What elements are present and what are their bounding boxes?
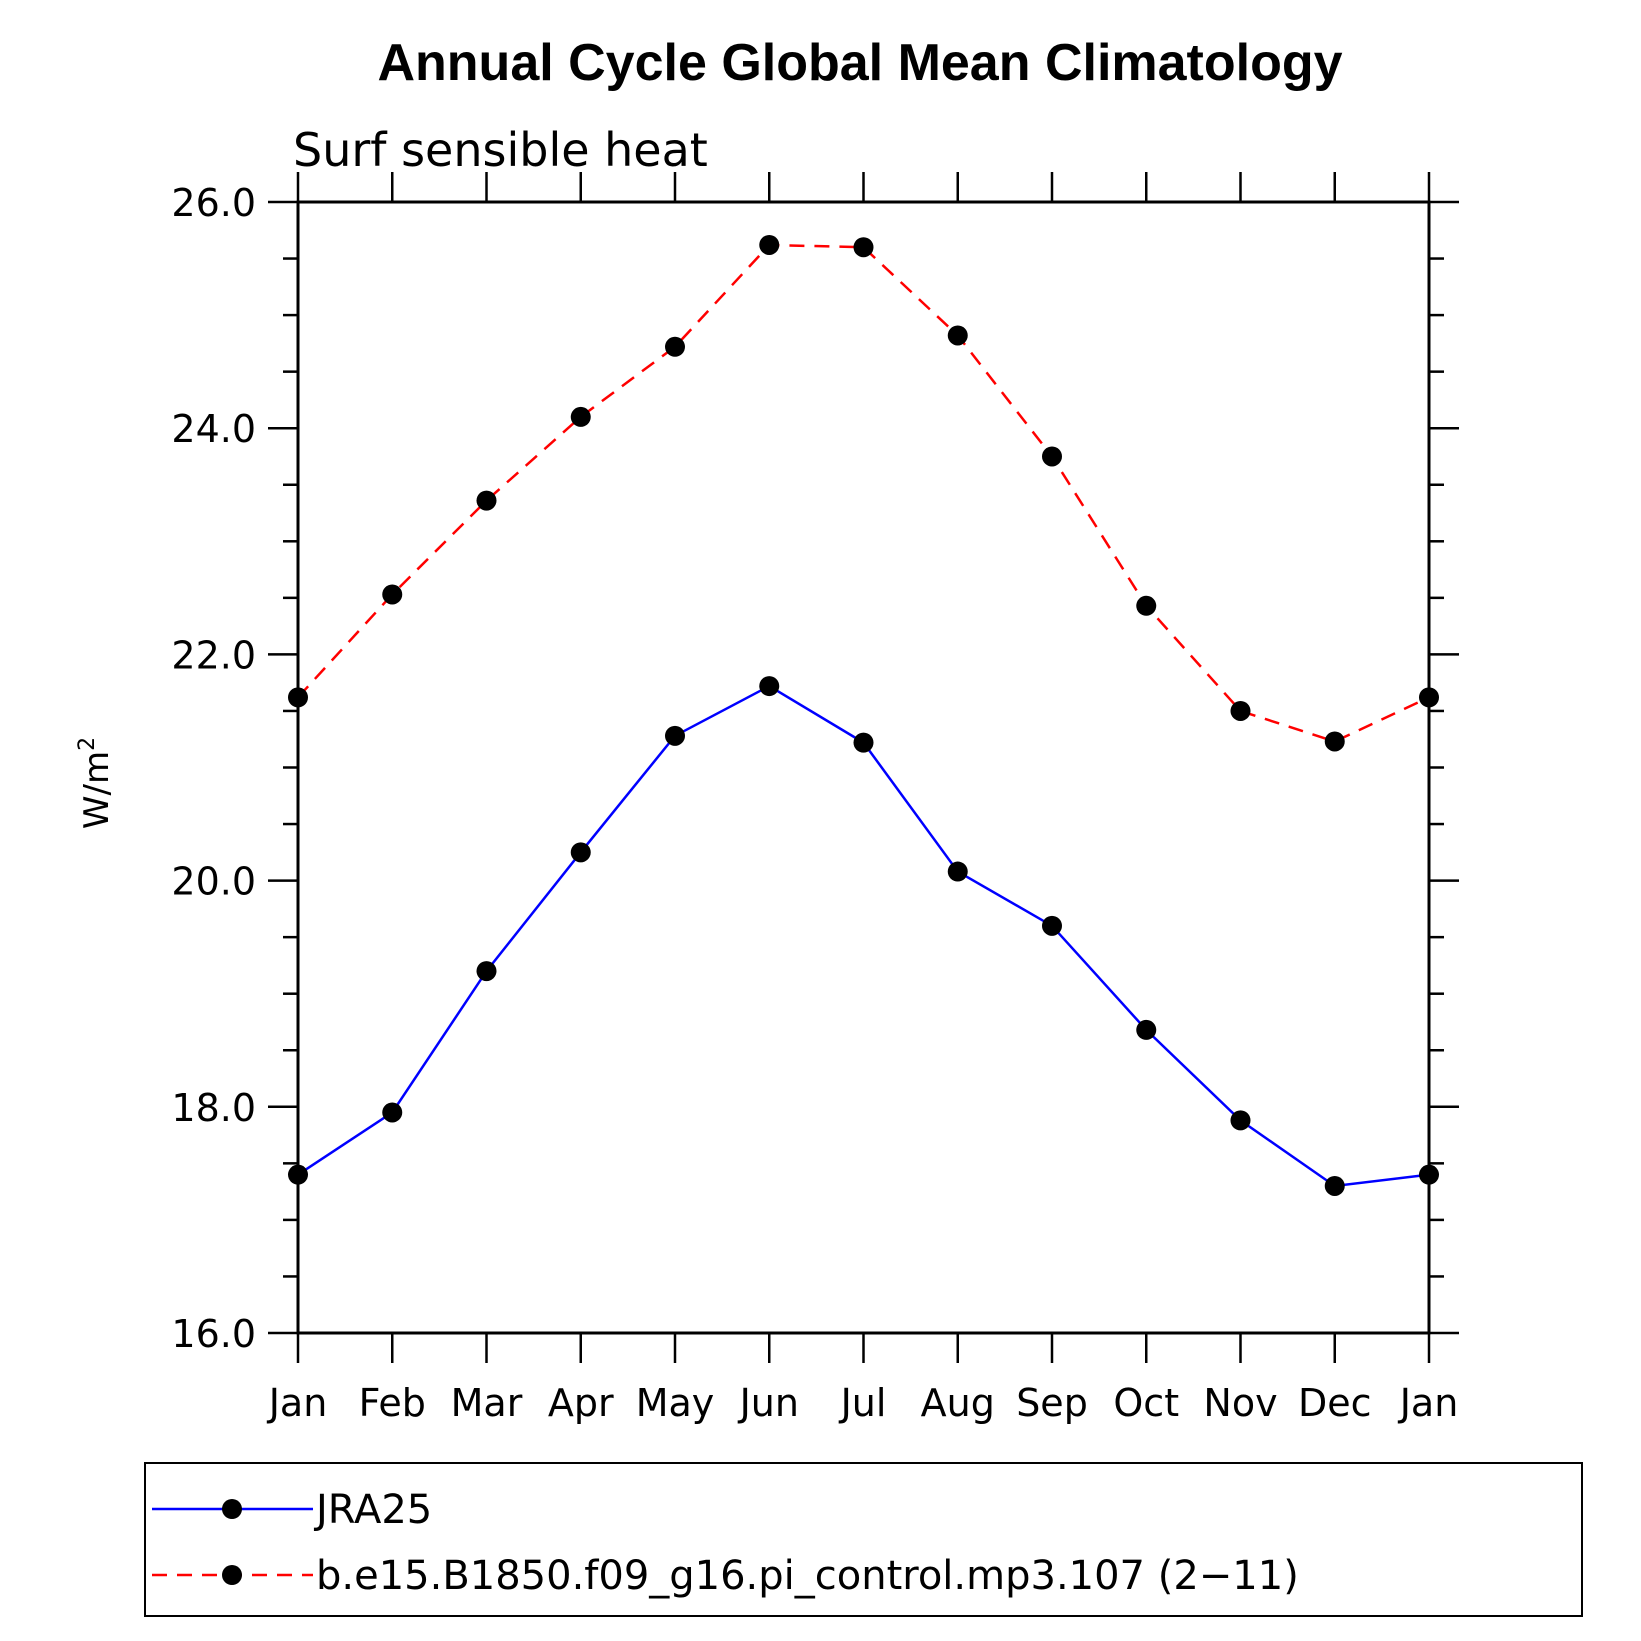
plot-frame — [296, 200, 1431, 1335]
data-point — [1136, 595, 1157, 616]
series-line — [297, 243, 1430, 743]
y-tick-labels: 16.0 18.0 20.0 22.0 24.0 26.0 — [171, 181, 256, 1356]
data-point — [382, 1102, 403, 1123]
x-tick-label: Oct — [1113, 1381, 1179, 1425]
x-tick-label: Nov — [1203, 1381, 1277, 1425]
legend-label-jra25: JRA25 — [313, 1487, 432, 1533]
series-1 — [288, 234, 1439, 752]
x-tick-label: May — [636, 1381, 715, 1425]
y-tick-label: 18.0 — [171, 1086, 256, 1130]
y-tick-label: 26.0 — [171, 181, 256, 225]
x-tick-label: Jun — [738, 1381, 799, 1425]
data-point — [288, 1164, 308, 1185]
data-point — [759, 676, 780, 697]
y-tick-label: 22.0 — [171, 633, 256, 677]
y-axis-title: W/m2 — [75, 737, 117, 829]
y-axis-title-superscript: 2 — [75, 737, 100, 751]
x-tick-label: Jan — [267, 1381, 328, 1425]
x-tick-label: Apr — [548, 1381, 614, 1425]
y-tick-label: 24.0 — [171, 407, 256, 451]
data-point — [853, 237, 874, 258]
axis-ticks — [268, 172, 1459, 1363]
data-point — [1324, 1175, 1345, 1196]
data-point — [1136, 1019, 1157, 1040]
data-point — [1419, 1164, 1439, 1185]
y-axis-title-base: W/m — [77, 751, 117, 829]
data-point — [476, 961, 497, 982]
data-point — [1230, 1110, 1251, 1131]
data-point — [853, 732, 874, 753]
data-point — [570, 842, 591, 863]
data-point — [1042, 915, 1062, 936]
data-point — [570, 406, 591, 427]
chart-title: Annual Cycle Global Mean Climatology — [377, 34, 1342, 92]
data-point — [947, 325, 968, 346]
data-point — [288, 687, 308, 708]
x-tick-label: Aug — [921, 1381, 995, 1425]
y-tick-label: 16.0 — [171, 1312, 256, 1356]
x-tick-label: Dec — [1298, 1381, 1372, 1425]
series-line — [297, 684, 1430, 1188]
data-point — [1419, 687, 1439, 708]
data-point — [759, 234, 780, 255]
data-point — [1324, 731, 1345, 752]
x-tick-label: Sep — [1016, 1381, 1088, 1425]
series-layer — [288, 234, 1439, 1196]
y-tick-label: 20.0 — [171, 860, 256, 904]
chart-subtitle: Surf sensible heat — [293, 123, 708, 177]
x-tick-label: Feb — [359, 1381, 426, 1425]
data-point — [1230, 700, 1251, 721]
data-point — [947, 861, 968, 882]
legend-label-model: b.e15.B1850.f09_g16.pi_control.mp3.107 (… — [316, 1553, 1299, 1599]
legend-marker-jra25 — [222, 1499, 242, 1519]
x-tick-labels: Jan Feb Mar Apr May Jun Jul Aug Sep Oct Nov Dec Jan — [267, 1381, 1459, 1425]
data-point — [1042, 446, 1062, 467]
series-0 — [288, 676, 1439, 1196]
legend-box — [144, 1462, 1583, 1617]
legend: JRA25 b.e15.B1850.f09_g16.pi_control.mp3… — [144, 1462, 1583, 1617]
x-tick-label: Mar — [451, 1381, 523, 1425]
data-point — [665, 336, 685, 357]
legend-marker-model — [222, 1565, 242, 1585]
x-tick-label: Jul — [839, 1381, 887, 1425]
data-point — [665, 725, 685, 746]
data-point — [382, 584, 403, 605]
x-tick-label: Jan — [1398, 1381, 1459, 1425]
data-point — [476, 490, 497, 511]
svg-text:W/m2: W/m2 — [75, 737, 117, 829]
